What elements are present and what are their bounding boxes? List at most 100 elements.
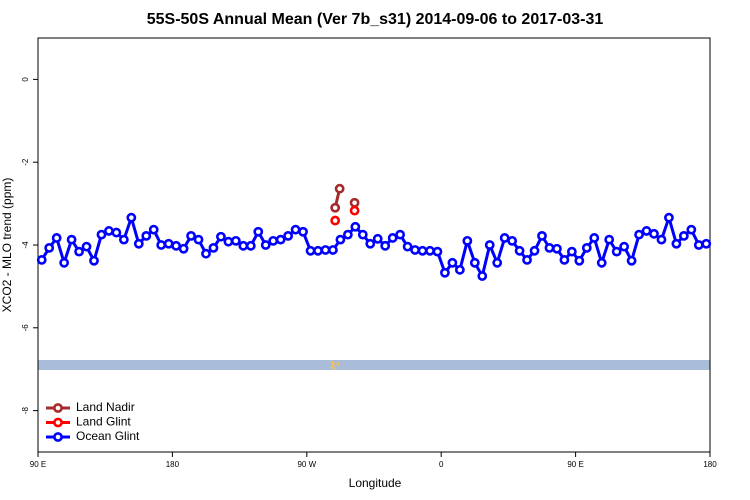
point bbox=[171, 240, 182, 251]
point bbox=[507, 235, 518, 246]
point bbox=[334, 183, 345, 194]
surface-band bbox=[38, 360, 710, 370]
point bbox=[656, 234, 667, 245]
point bbox=[260, 240, 271, 250]
point bbox=[469, 257, 480, 268]
point bbox=[238, 240, 249, 251]
point bbox=[305, 245, 316, 256]
point bbox=[178, 243, 189, 254]
point bbox=[432, 246, 443, 257]
point bbox=[104, 226, 114, 236]
point bbox=[330, 215, 341, 226]
point bbox=[671, 238, 682, 249]
point bbox=[357, 229, 368, 240]
point bbox=[313, 245, 323, 256]
point bbox=[349, 197, 360, 208]
point bbox=[686, 224, 697, 235]
point bbox=[410, 245, 420, 255]
point bbox=[298, 226, 308, 237]
point bbox=[349, 205, 360, 216]
point bbox=[66, 234, 77, 245]
point bbox=[365, 238, 376, 249]
point bbox=[216, 231, 226, 242]
legend-label: Land Glint bbox=[76, 415, 131, 429]
point bbox=[499, 233, 510, 243]
legend-label: Land Nadir bbox=[76, 400, 135, 414]
point bbox=[283, 230, 294, 241]
point bbox=[559, 255, 570, 265]
point bbox=[59, 257, 70, 268]
point bbox=[230, 235, 241, 246]
point bbox=[201, 248, 211, 259]
legend-marker bbox=[53, 403, 63, 413]
point bbox=[552, 243, 562, 254]
point bbox=[566, 246, 577, 257]
point bbox=[111, 227, 122, 238]
point bbox=[664, 212, 674, 223]
point bbox=[701, 238, 712, 249]
y-tick-label: -6 bbox=[21, 324, 30, 332]
point bbox=[245, 240, 256, 251]
point bbox=[253, 226, 264, 237]
point bbox=[395, 229, 406, 240]
point bbox=[156, 240, 167, 250]
point bbox=[649, 228, 659, 239]
point bbox=[133, 238, 144, 249]
point bbox=[51, 233, 62, 243]
point bbox=[320, 245, 331, 255]
x-axis-label: Longitude bbox=[349, 476, 402, 490]
point bbox=[596, 257, 607, 268]
point bbox=[574, 255, 585, 266]
point bbox=[193, 234, 204, 245]
point bbox=[268, 235, 279, 246]
point bbox=[163, 238, 174, 249]
point bbox=[529, 245, 540, 256]
y-tick-label: -2 bbox=[21, 158, 30, 166]
point bbox=[477, 271, 488, 281]
x-tick-label: 180 bbox=[703, 460, 717, 469]
legend-marker bbox=[53, 432, 63, 442]
point bbox=[74, 246, 84, 257]
legend-marker bbox=[53, 417, 63, 428]
point bbox=[380, 240, 391, 251]
point bbox=[537, 230, 547, 241]
point bbox=[81, 241, 92, 252]
point bbox=[330, 202, 341, 213]
point bbox=[36, 255, 47, 265]
point bbox=[96, 229, 107, 240]
point bbox=[514, 245, 525, 256]
y-tick-label: -8 bbox=[21, 406, 30, 414]
point bbox=[492, 257, 503, 268]
point bbox=[208, 242, 219, 253]
point bbox=[634, 229, 644, 240]
point bbox=[522, 255, 532, 265]
point bbox=[678, 230, 689, 241]
point bbox=[604, 234, 615, 245]
point bbox=[118, 234, 129, 245]
point bbox=[342, 229, 353, 240]
point bbox=[589, 233, 600, 243]
point bbox=[44, 242, 55, 253]
x-tick-label: 90 W bbox=[297, 460, 316, 469]
point bbox=[223, 236, 234, 247]
x-tick-label: 0 bbox=[439, 460, 444, 469]
legend-label: Ocean Glint bbox=[76, 429, 140, 443]
point bbox=[387, 233, 398, 243]
point bbox=[544, 242, 555, 253]
point bbox=[328, 245, 338, 255]
point bbox=[693, 240, 704, 250]
y-tick-label: 0 bbox=[21, 77, 30, 82]
point bbox=[290, 224, 301, 235]
point bbox=[626, 255, 637, 266]
point bbox=[462, 235, 473, 246]
point bbox=[440, 267, 450, 278]
y-axis-label: XCO2 - MLO trend (ppm) bbox=[0, 178, 14, 313]
x-tick-label: 90 E bbox=[30, 460, 46, 469]
point bbox=[619, 241, 630, 252]
point bbox=[148, 224, 159, 235]
point bbox=[581, 242, 592, 253]
point bbox=[89, 255, 99, 266]
point bbox=[484, 240, 495, 250]
point bbox=[447, 257, 458, 268]
point bbox=[186, 230, 196, 241]
